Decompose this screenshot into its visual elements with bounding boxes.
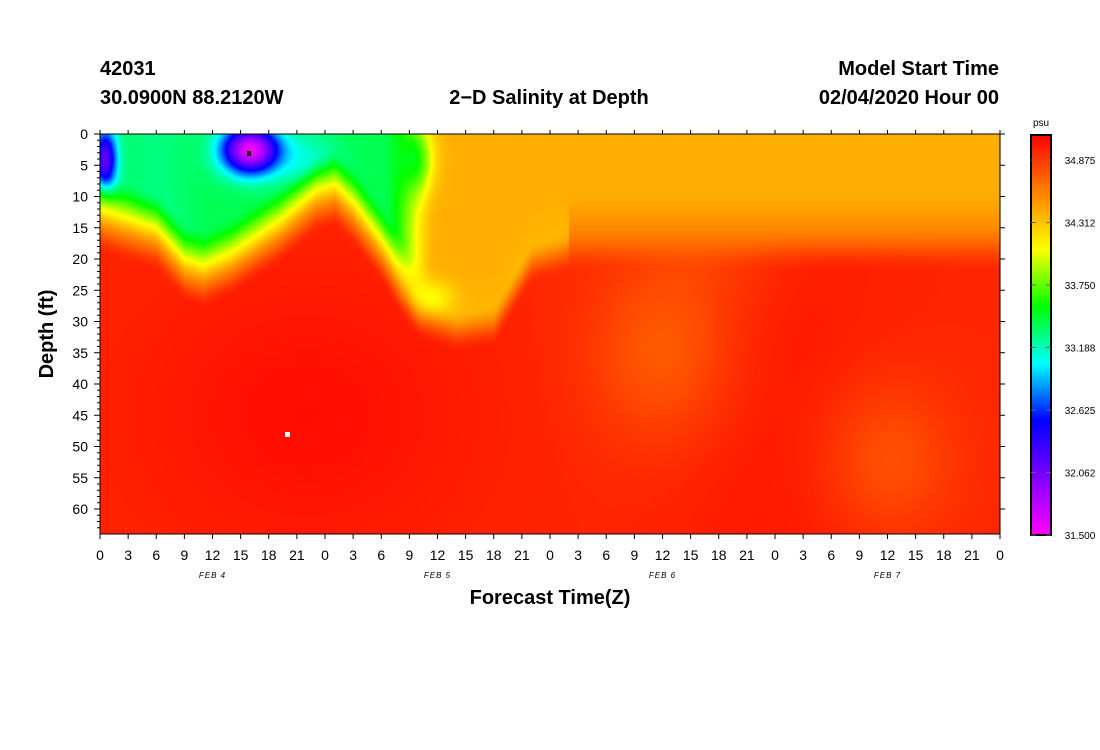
colorbar-tick-label: 32.625 [1065, 406, 1096, 417]
colorbar-tick-label: 31.500 [1065, 531, 1096, 542]
colorbar-tick-label: 34.875 [1065, 156, 1096, 167]
x-tick-label: 12 [880, 547, 896, 563]
heatmap-marker-dark [247, 151, 251, 156]
x-tick-label: 21 [964, 547, 980, 563]
x-tick-label: 9 [630, 547, 638, 563]
colorbar-tick-label: 33.188 [1065, 343, 1096, 354]
x-tick-label: 21 [514, 547, 530, 563]
x-tick-label: 12 [655, 547, 671, 563]
colorbar-gradient [1030, 134, 1052, 536]
colorbar-ticks: 31.500 32.062 32.625 33.188 33.750 34.312 34.8… [1031, 156, 1096, 542]
x-tick-label: 3 [349, 547, 357, 563]
y-tick-label: 50 [72, 439, 88, 455]
station-id: 42031 [100, 58, 156, 80]
x-tick-label: 18 [936, 547, 952, 563]
y-tick-label: 0 [80, 126, 88, 142]
x-tick-label: 18 [486, 547, 502, 563]
model-start-label: Model Start Time [838, 58, 999, 80]
colorbar-tick-label: 32.062 [1065, 469, 1096, 480]
x-tick-label: 12 [430, 547, 446, 563]
x-axis-label: Forecast Time(Z) [470, 587, 631, 609]
y-tick-label: 45 [72, 407, 88, 423]
y-tick-label: 60 [72, 501, 88, 517]
day-labels: FEB 4 FEB 5 FEB 6 FEB 7 [199, 571, 901, 580]
x-tick-label: 0 [96, 547, 104, 563]
heatmap-plot [99, 133, 1001, 535]
x-tick-label: 3 [574, 547, 582, 563]
y-tick-label: 55 [72, 470, 88, 486]
x-tick-label: 0 [321, 547, 329, 563]
x-tick-label: 6 [827, 547, 835, 563]
model-start-value: 02/04/2020 Hour 00 [819, 87, 999, 109]
y-tick-label: 25 [72, 282, 88, 298]
x-tick-label: 0 [546, 547, 554, 563]
chart-title: 2−D Salinity at Depth [449, 87, 649, 109]
y-tick-label: 40 [72, 376, 88, 392]
colorbar-tick-label: 34.312 [1065, 219, 1096, 230]
x-tick-label: 15 [683, 547, 699, 563]
x-tick-label: 15 [908, 547, 924, 563]
x-tick-label: 9 [180, 547, 188, 563]
x-tick-label: 6 [152, 547, 160, 563]
y-tick-label: 30 [72, 314, 88, 330]
x-tick-label: 0 [771, 547, 779, 563]
colorbar-tick-label: 33.750 [1065, 281, 1096, 292]
x-tick-label: 15 [458, 547, 474, 563]
y-tick-label: 5 [80, 157, 88, 173]
x-tick-label: 0 [996, 547, 1004, 563]
colorbar: psu 31.500 32.062 32.625 33.188 33.750 34.312… [1030, 118, 1096, 542]
day-label: FEB 7 [874, 571, 901, 580]
x-tick-label: 3 [799, 547, 807, 563]
x-tick-label: 21 [289, 547, 305, 563]
x-tick-label: 18 [711, 547, 727, 563]
x-tick-label: 9 [405, 547, 413, 563]
x-axis: 0 3 6 9 12 15 18 21 0 3 6 9 12 15 18 21 0 3 6 9 12 15 18 21 0 3 6 9… [96, 130, 1004, 563]
y-tick-label: 10 [72, 189, 88, 205]
y-axis: 0 5 10 15 20 25 30 35 40 45 50 55 60 [72, 126, 1005, 529]
y-tick-label: 20 [72, 251, 88, 267]
y-axis-label: Depth (ft) [36, 290, 58, 379]
x-tick-label: 12 [205, 547, 221, 563]
x-tick-label: 6 [377, 547, 385, 563]
y-tick-label: 15 [72, 220, 88, 236]
x-tick-label: 18 [261, 547, 277, 563]
day-label: FEB 6 [649, 571, 676, 580]
salinity-heatmap [100, 134, 1000, 534]
colorbar-unit: psu [1033, 118, 1049, 129]
station-coords: 30.0900N 88.2120W [100, 87, 284, 109]
day-label: FEB 5 [424, 571, 451, 580]
x-tick-label: 15 [233, 547, 249, 563]
x-tick-label: 3 [124, 547, 132, 563]
day-label: FEB 4 [199, 571, 226, 580]
x-tick-label: 9 [855, 547, 863, 563]
x-tick-label: 6 [602, 547, 610, 563]
heatmap-marker-light [285, 432, 290, 437]
y-tick-label: 35 [72, 345, 88, 361]
x-tick-label: 21 [739, 547, 755, 563]
